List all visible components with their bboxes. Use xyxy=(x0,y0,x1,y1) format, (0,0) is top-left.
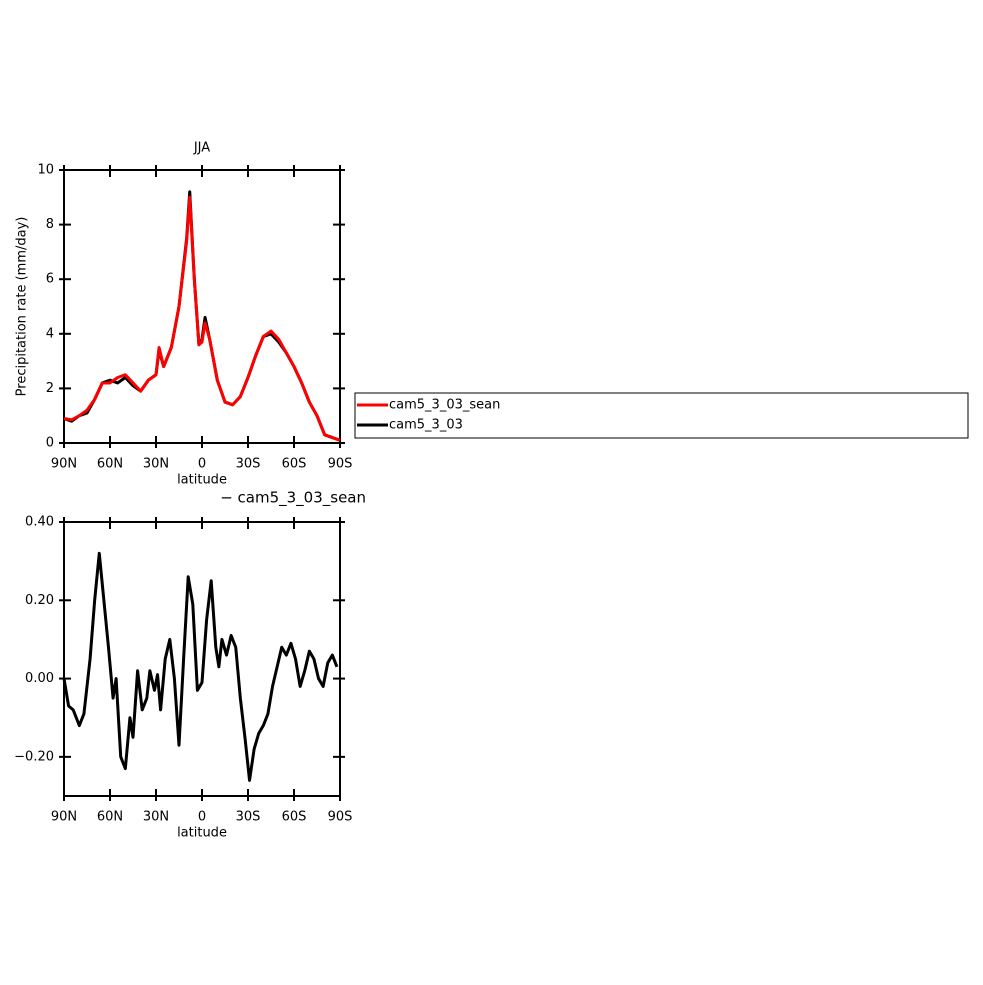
x-tick-label: 30N xyxy=(143,810,169,825)
y-tick-label: 4 xyxy=(46,326,54,341)
y-tick-label: 8 xyxy=(46,217,54,232)
legend-box xyxy=(354,392,969,439)
chart-title: − cam5_3_03_sean xyxy=(220,489,366,508)
y-tick-label: 0.40 xyxy=(25,515,54,530)
x-tick-label: 90N xyxy=(51,457,77,472)
legend-label: cam5_3_03_sean xyxy=(389,398,500,413)
x-tick-label: 90N xyxy=(51,810,77,825)
x-tick-label: 30S xyxy=(236,457,261,472)
data-line xyxy=(63,195,341,442)
y-tick-label: 0.20 xyxy=(25,593,54,608)
chart-title: JJA xyxy=(193,141,210,156)
plot-frame xyxy=(63,521,341,797)
data-line xyxy=(62,551,339,782)
x-tick-label: 60S xyxy=(282,810,307,825)
y-tick-label: −0.20 xyxy=(14,749,54,764)
x-tick-label: 90S xyxy=(328,810,353,825)
y-tick-label: 0 xyxy=(46,436,54,451)
x-axis-label: latitude xyxy=(177,473,227,488)
legend-label: cam5_3_03 xyxy=(389,418,463,433)
x-tick-label: 60S xyxy=(282,457,307,472)
y-tick-label: 0.00 xyxy=(25,671,54,686)
y-tick-label: 6 xyxy=(46,272,54,287)
x-tick-label: 0 xyxy=(198,457,206,472)
x-tick-label: 0 xyxy=(198,810,206,825)
y-tick-label: 10 xyxy=(37,163,54,178)
y-axis-label: Precipitation rate (mm/day) xyxy=(15,217,30,397)
x-tick-label: 30S xyxy=(236,810,261,825)
x-axis-label: latitude xyxy=(177,826,227,841)
x-tick-label: 60N xyxy=(97,457,123,472)
x-tick-label: 30N xyxy=(143,457,169,472)
y-tick-label: 2 xyxy=(46,381,54,396)
plot-frame xyxy=(63,169,341,444)
data-line xyxy=(63,190,341,442)
x-tick-label: 90S xyxy=(328,457,353,472)
x-tick-label: 60N xyxy=(97,810,123,825)
